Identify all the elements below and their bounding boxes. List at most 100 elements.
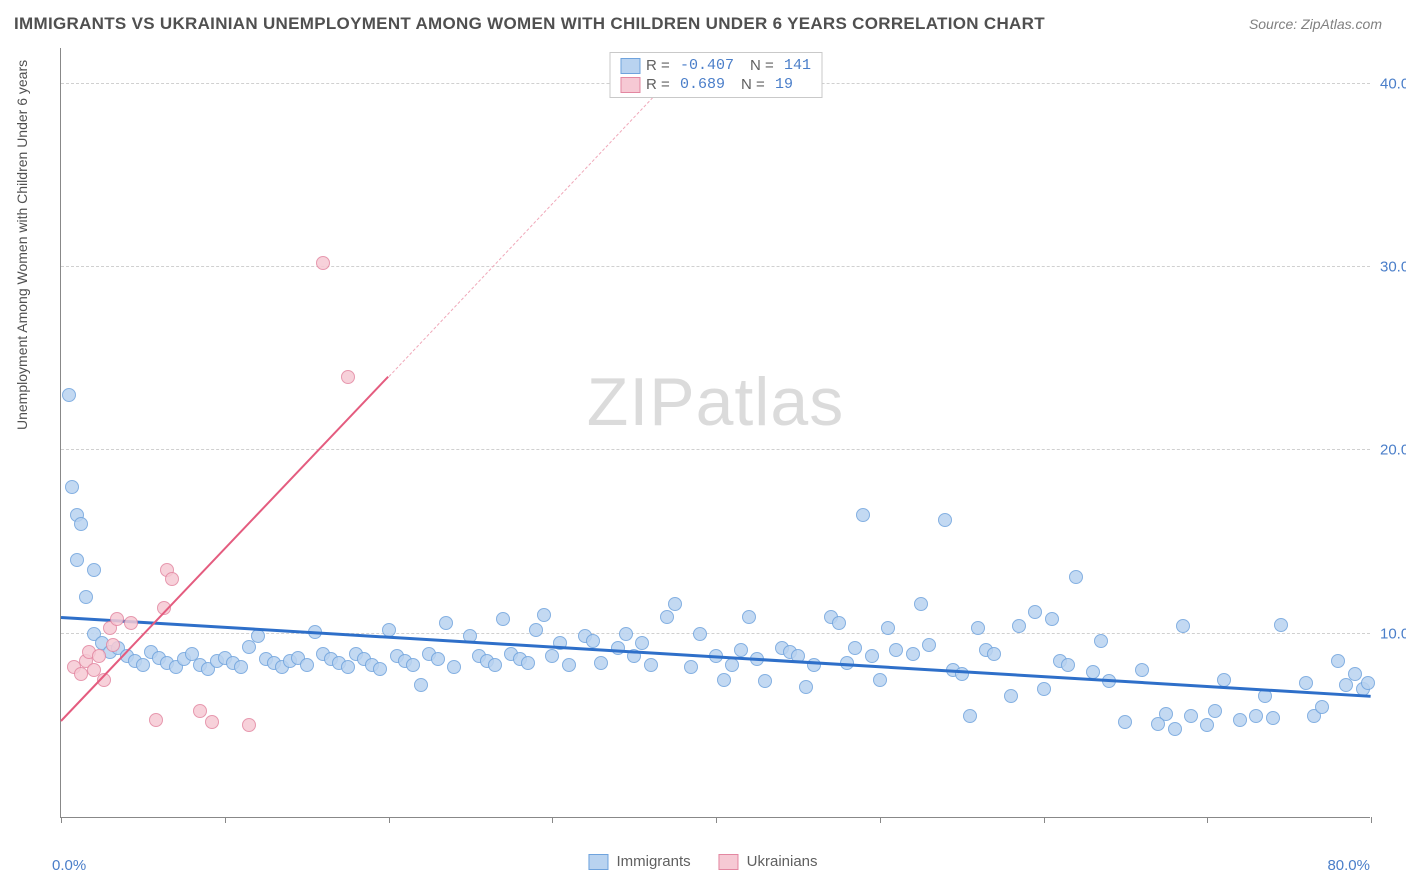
data-point — [1233, 713, 1247, 727]
data-point — [938, 513, 952, 527]
plot-area: ZIPatlas R =-0.407N =141R = 0.689N = 19 … — [60, 48, 1370, 818]
data-point — [373, 662, 387, 676]
data-point — [660, 610, 674, 624]
data-point — [65, 480, 79, 494]
data-point — [734, 643, 748, 657]
data-point — [341, 370, 355, 384]
data-point — [1004, 689, 1018, 703]
data-point — [300, 658, 314, 672]
x-axis-max-label: 80.0% — [1327, 857, 1370, 874]
legend-label: Ukrainians — [747, 853, 818, 870]
x-tick — [1044, 817, 1045, 823]
x-tick — [880, 817, 881, 823]
data-point — [1361, 676, 1375, 690]
legend-r-value: -0.407 — [680, 57, 734, 74]
x-axis-min-label: 0.0% — [52, 857, 86, 874]
data-point — [1176, 619, 1190, 633]
data-point — [242, 718, 256, 732]
data-point — [79, 590, 93, 604]
data-point — [149, 713, 163, 727]
data-point — [488, 658, 502, 672]
legend-n-label: N = — [741, 76, 769, 93]
data-point — [848, 641, 862, 655]
y-tick-label: 20.0% — [1380, 442, 1406, 459]
data-point — [717, 673, 731, 687]
series-legend: Immigrants Ukrainians — [588, 853, 817, 870]
data-point — [545, 649, 559, 663]
data-point — [1348, 667, 1362, 681]
data-point — [193, 704, 207, 718]
data-point — [1249, 709, 1263, 723]
data-point — [87, 563, 101, 577]
data-point — [1151, 717, 1165, 731]
legend-row: R =-0.407N =141 — [620, 57, 811, 74]
gridline-h — [61, 266, 1370, 267]
data-point — [74, 667, 88, 681]
data-point — [439, 616, 453, 630]
data-point — [889, 643, 903, 657]
data-point — [562, 658, 576, 672]
data-point — [537, 608, 551, 622]
data-point — [1299, 676, 1313, 690]
data-point — [799, 680, 813, 694]
legend-r-label: R = — [646, 76, 674, 93]
trend-line — [388, 65, 683, 377]
data-point — [496, 612, 510, 626]
trend-line — [61, 616, 1371, 698]
data-point — [414, 678, 428, 692]
legend-item: Immigrants — [588, 853, 690, 870]
data-point — [619, 627, 633, 641]
data-point — [92, 649, 106, 663]
data-point — [758, 674, 772, 688]
data-point — [106, 638, 120, 652]
data-point — [1037, 682, 1051, 696]
data-point — [1028, 605, 1042, 619]
data-point — [1266, 711, 1280, 725]
watermark: ZIPatlas — [587, 363, 844, 441]
data-point — [1217, 673, 1231, 687]
data-point — [124, 616, 138, 630]
data-point — [316, 256, 330, 270]
watermark-thin: atlas — [696, 364, 845, 440]
x-tick — [389, 817, 390, 823]
y-tick-label: 10.0% — [1380, 625, 1406, 642]
data-point — [922, 638, 936, 652]
data-point — [529, 623, 543, 637]
data-point — [742, 610, 756, 624]
legend-n-label: N = — [750, 57, 778, 74]
legend-n-value: 19 — [775, 76, 793, 93]
data-point — [668, 597, 682, 611]
x-tick — [1207, 817, 1208, 823]
data-point — [873, 673, 887, 687]
y-tick-label: 30.0% — [1380, 259, 1406, 276]
x-tick — [1371, 817, 1372, 823]
data-point — [1208, 704, 1222, 718]
legend-n-value: 141 — [784, 57, 811, 74]
legend-item: Ukrainians — [719, 853, 818, 870]
legend-r-value: 0.689 — [680, 76, 725, 93]
data-point — [635, 636, 649, 650]
legend-label: Immigrants — [616, 853, 690, 870]
data-point — [341, 660, 355, 674]
data-point — [1094, 634, 1108, 648]
data-point — [1331, 654, 1345, 668]
data-point — [693, 627, 707, 641]
data-point — [1069, 570, 1083, 584]
x-tick — [716, 817, 717, 823]
data-point — [586, 634, 600, 648]
data-point — [906, 647, 920, 661]
y-tick-label: 40.0% — [1380, 75, 1406, 92]
data-point — [971, 621, 985, 635]
data-point — [62, 388, 76, 402]
chart-title: IMMIGRANTS VS UKRAINIAN UNEMPLOYMENT AMO… — [14, 14, 1045, 34]
x-tick — [225, 817, 226, 823]
data-point — [832, 616, 846, 630]
data-point — [234, 660, 248, 674]
data-point — [74, 517, 88, 531]
legend-swatch — [588, 854, 608, 870]
data-point — [136, 658, 150, 672]
data-point — [914, 597, 928, 611]
y-axis-label: Unemployment Among Women with Children U… — [14, 60, 30, 430]
data-point — [1184, 709, 1198, 723]
data-point — [431, 652, 445, 666]
